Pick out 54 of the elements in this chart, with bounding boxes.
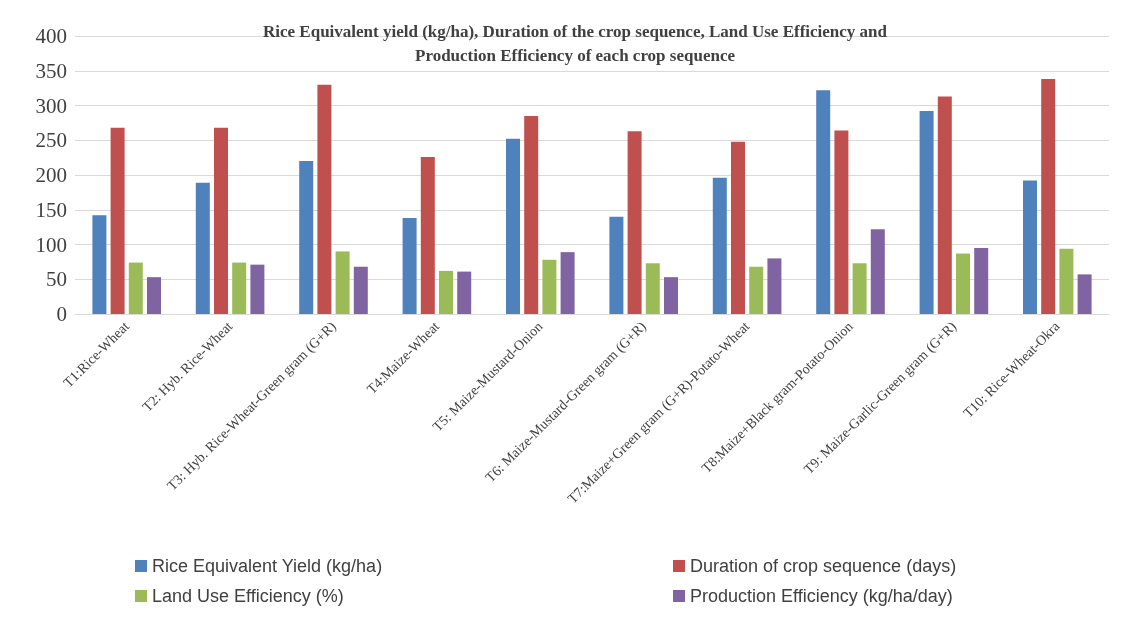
bar	[457, 271, 472, 314]
bar	[609, 216, 624, 314]
bar	[712, 177, 727, 314]
bar	[335, 251, 350, 314]
bar	[402, 218, 417, 314]
bar	[731, 141, 745, 314]
bar	[870, 229, 885, 314]
y-tick-label: 50	[46, 267, 67, 292]
bar	[128, 262, 143, 314]
bar	[627, 131, 642, 314]
bar	[1041, 79, 1056, 314]
y-tick-label: 150	[35, 197, 67, 222]
y-tick-label: 300	[35, 93, 67, 118]
bar	[816, 90, 831, 314]
bar	[664, 277, 678, 314]
bar	[92, 215, 107, 314]
bar	[1077, 274, 1092, 314]
bar	[767, 258, 782, 314]
bar	[299, 161, 314, 314]
bar	[937, 96, 952, 314]
bar	[956, 253, 970, 314]
bar	[1059, 248, 1074, 314]
bar	[110, 127, 125, 314]
legend-label: Land Use Efficiency (%)	[152, 586, 344, 606]
chart-title: Rice Equivalent yield (kg/ha), Duration of the crop sequence, Land Use Efficiency and Production Efficiency of each crop sequence	[263, 21, 888, 65]
legend-label: Rice Equivalent Yield (kg/ha)	[152, 556, 383, 576]
bar	[195, 182, 210, 314]
bar	[214, 127, 228, 314]
legend-label: Duration of crop sequence (days)	[690, 556, 957, 576]
bar	[353, 266, 368, 314]
bar	[232, 262, 247, 314]
bar	[645, 263, 660, 314]
bar	[749, 266, 764, 314]
bar	[1023, 180, 1037, 314]
bar	[974, 247, 989, 314]
bar	[852, 263, 867, 314]
bar	[524, 115, 539, 314]
bar	[250, 264, 265, 314]
y-tick-label: 400	[35, 24, 67, 48]
bar	[560, 252, 575, 314]
y-tick-label: 250	[35, 128, 67, 153]
bar	[439, 270, 453, 314]
y-tick-label: 350	[35, 58, 67, 83]
legend-label: Production Efficiency (kg/ha/day)	[690, 586, 953, 606]
bar	[317, 84, 332, 314]
bar	[147, 277, 161, 314]
bar	[834, 130, 849, 314]
bar	[919, 111, 934, 314]
y-tick-label: 200	[35, 163, 67, 187]
bar	[506, 138, 520, 314]
y-tick-label: 100	[35, 232, 67, 257]
bar	[542, 259, 557, 314]
bar	[420, 156, 435, 314]
y-tick-label: 0	[56, 302, 67, 326]
